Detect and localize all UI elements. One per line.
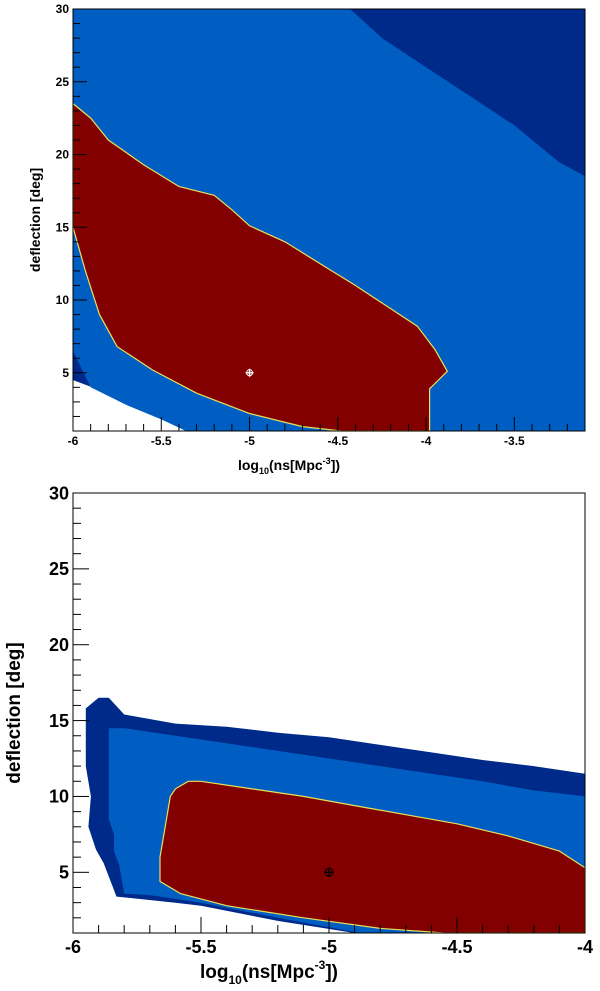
top-plot-frame (72, 8, 586, 432)
bottom-y-tick-label: 15 (49, 711, 69, 731)
bottom-x-tick-label: -4.5 (441, 937, 472, 957)
top-y-tick-label: 30 (56, 2, 70, 16)
bottom-x-tick-label: -5 (321, 937, 337, 957)
top-axis-ticks: -6 -5.5 -5 -4.5 -4 -3.5 5 10 15 20 25 30 (56, 2, 586, 448)
bottom-y-tick-label: 20 (49, 635, 69, 655)
bottom-best-fit-marker (324, 867, 334, 878)
bottom-x-tick-label: -6 (65, 937, 81, 957)
top-y-tick-label: 10 (56, 293, 70, 307)
bottom-y-tick-label: 25 (49, 559, 69, 579)
top-x-tick-label: -4 (421, 434, 432, 448)
bottom-x-axis-label: log10(ns[Mpc-3]) (200, 958, 338, 987)
top-y-tick-label: 25 (56, 75, 70, 89)
top-region-inner (72, 102, 449, 432)
top-x-tick-label: -6 (68, 434, 79, 448)
top-x-axis-label: log10(ns[Mpc-3]) (238, 456, 340, 476)
top-contour-panel: -6 -5.5 -5 -4.5 -4 -3.5 5 10 15 20 25 30 deflection… (27, 2, 586, 476)
top-y-axis-label: deflection [deg] (27, 168, 43, 272)
bottom-y-tick-label: 10 (49, 787, 69, 807)
top-confidence-regions (72, 9, 585, 432)
bottom-contour-panel: -6 -5.5 -5 -4.5 -4 5 10 15 20 25 30 deflection [de… (4, 483, 593, 987)
top-y-tick-label: 20 (56, 148, 70, 162)
top-x-tick-label: -3.5 (504, 434, 525, 448)
bottom-x-tick-label: -4 (577, 937, 593, 957)
bottom-confidence-regions (85, 697, 586, 934)
bottom-axis-ticks: -6 -5.5 -5 -4.5 -4 5 10 15 20 25 30 (49, 483, 593, 957)
bottom-y-axis-label: deflection [deg] (4, 642, 25, 783)
top-x-tick-label: -5 (244, 434, 255, 448)
bottom-y-tick-label: 5 (59, 863, 69, 883)
top-x-tick-label: -4.5 (327, 434, 348, 448)
bottom-y-tick-label: 30 (49, 483, 69, 503)
bottom-x-tick-label: -5.5 (185, 937, 216, 957)
top-y-tick-label: 5 (62, 366, 69, 380)
top-best-fit-marker (245, 368, 254, 377)
top-x-tick-label: -5.5 (151, 434, 172, 448)
top-y-tick-label: 15 (56, 220, 70, 234)
